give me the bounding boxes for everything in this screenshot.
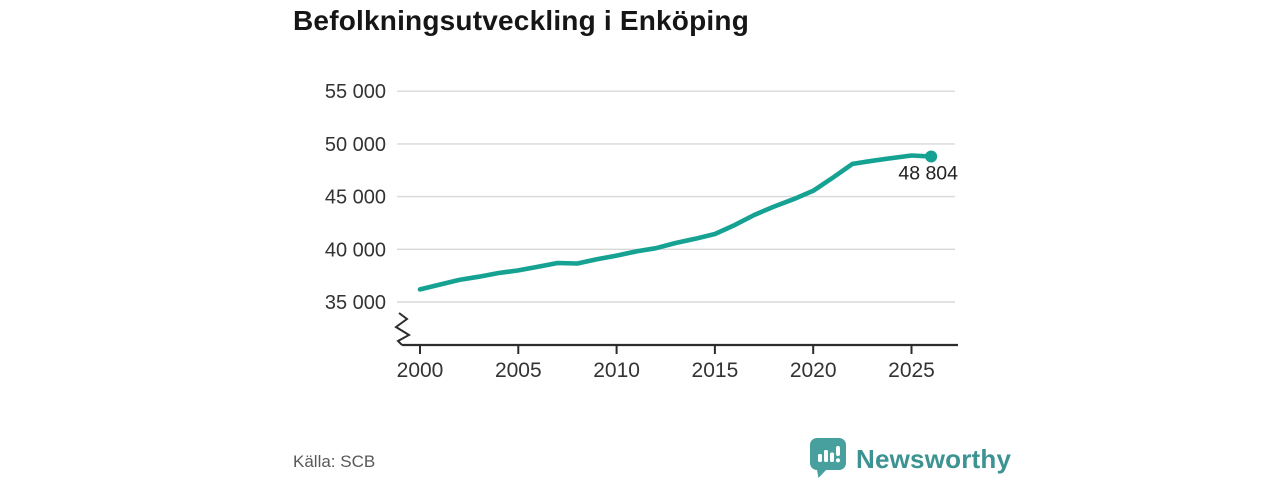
chart-title: Befolkningsutveckling i Enköping	[293, 5, 749, 36]
y-tick-label: 40 000	[325, 239, 386, 261]
x-tick-label: 2025	[888, 359, 935, 382]
y-tick-label: 35 000	[325, 292, 386, 314]
x-tick-label: 2015	[692, 359, 739, 382]
newsworthy-logo-icon	[810, 438, 846, 478]
brand-name: Newsworthy	[856, 443, 1012, 474]
y-tick-label: 50 000	[325, 134, 386, 156]
source-label: Källa: SCB	[293, 452, 376, 471]
population-line-chart: 35 000 40 000 45 000 50 000 55 000 2000 2005 20…	[325, 81, 958, 382]
endpoint-dot	[925, 150, 938, 163]
x-tick-label: 2010	[593, 359, 640, 382]
y-tick-label: 55 000	[325, 81, 386, 103]
x-tick-label: 2020	[790, 359, 837, 382]
axis-break-icon	[394, 312, 411, 346]
population-line	[417, 153, 934, 292]
endpoint-value-label: 48 804	[898, 163, 958, 185]
newsworthy-logo: Newsworthy	[810, 438, 1011, 479]
x-tick-label: 2000	[397, 359, 444, 382]
x-tick-label: 2005	[495, 359, 542, 382]
y-tick-label: 45 000	[325, 187, 386, 209]
